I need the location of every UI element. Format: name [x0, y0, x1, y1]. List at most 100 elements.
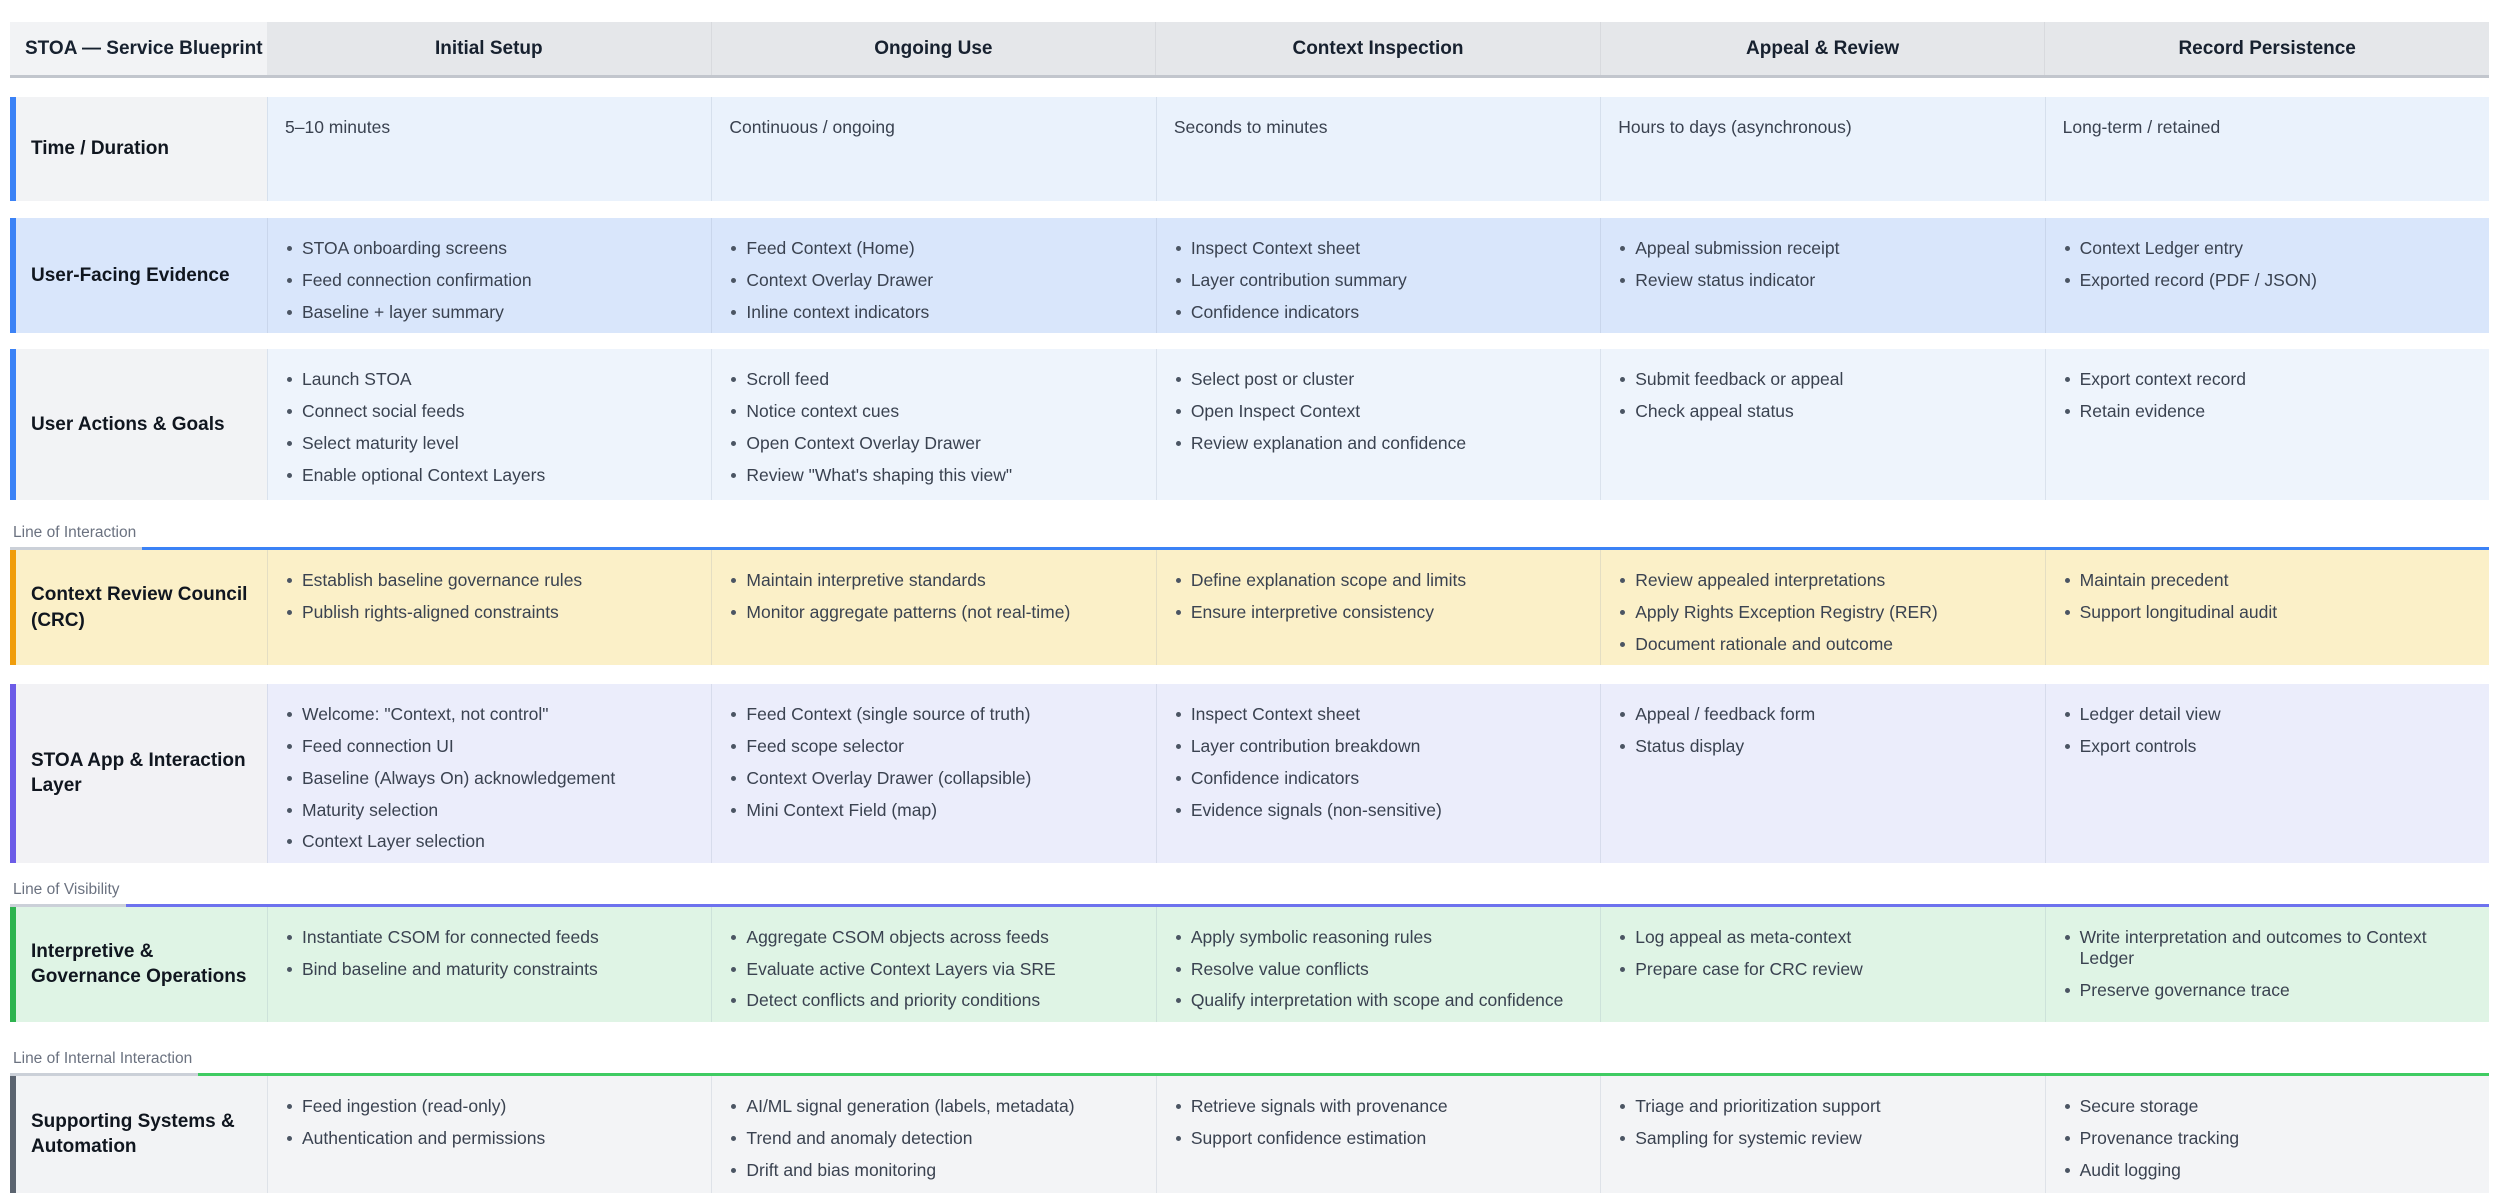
- bullet-list: Ledger detail view Export controls: [2063, 704, 2475, 757]
- row-label-stoa-app-interaction-layer: STOA App & Interaction Layer: [10, 684, 267, 863]
- row-time-duration: Time / Duration 5–10 minutes Continuous / …: [10, 97, 2490, 201]
- bullet-item: Notice context cues: [729, 401, 1141, 422]
- bullet-item: Log appeal as meta-context: [1618, 927, 2030, 948]
- bullet-item: Mini Context Field (map): [729, 800, 1141, 821]
- cell-user-actions-goals-initial-setup: Launch STOA Connect social feeds Select ma…: [267, 349, 712, 501]
- bullet-item: Review explanation and confidence: [1174, 433, 1586, 454]
- bullet-item: Feed Context (Home): [729, 238, 1141, 259]
- line-of-visibility: Line of Visibility: [10, 863, 2489, 907]
- bullet-item: Feed scope selector: [729, 736, 1141, 757]
- bullet-item: Layer contribution summary: [1174, 270, 1586, 291]
- cell-context-review-council-initial-setup: Establish baseline governance rules Publi…: [267, 550, 712, 666]
- bullet-item: Connect social feeds: [285, 401, 697, 422]
- bullet-item: Context Layer selection: [285, 831, 697, 852]
- bullet-item: Feed connection UI: [285, 736, 697, 757]
- line-of-interaction-label: Line of Interaction: [10, 524, 143, 551]
- bullet-item: Status display: [1618, 736, 2030, 757]
- bullet-item: Establish baseline governance rules: [285, 570, 697, 591]
- bullet-item: Apply symbolic reasoning rules: [1174, 927, 1586, 948]
- bullet-list: Feed Context (Home) Context Overlay Drawe…: [729, 238, 1141, 323]
- bullet-item: Review "What's shaping this view": [729, 465, 1141, 486]
- cell-user-actions-goals-context-inspection: Select post or cluster Open Inspect Conte…: [1155, 349, 1601, 501]
- bullet-item: Audit logging: [2063, 1160, 2475, 1181]
- bullet-item: Authentication and permissions: [285, 1128, 697, 1149]
- cell-interpretive-governance-operations-ongoing-use: Aggregate CSOM objects across feeds Evalu…: [711, 906, 1156, 1022]
- service-blueprint-table: STOA — Service Blueprint Initial Setup O…: [10, 22, 2490, 1193]
- row-label-supporting-systems-automation: Supporting Systems & Automation: [10, 1075, 267, 1193]
- line-of-visibility-label: Line of Visibility: [10, 881, 126, 907]
- blueprint-header-row: STOA — Service Blueprint Initial Setup O…: [10, 22, 2489, 78]
- bullet-item: Document rationale and outcome: [1618, 634, 2030, 655]
- bullet-item: Review appealed interpretations: [1618, 570, 2030, 591]
- bullet-item: Confidence indicators: [1174, 768, 1586, 789]
- cell-user-facing-evidence-appeal-review: Appeal submission receipt Review status i…: [1600, 218, 2045, 334]
- bullet-item: Drift and bias monitoring: [729, 1160, 1141, 1181]
- bullet-item: Secure storage: [2063, 1096, 2475, 1117]
- column-header-initial-setup: Initial Setup: [267, 22, 711, 75]
- cell-supporting-systems-automation-context-inspection: Retrieve signals with provenance Support …: [1155, 1075, 1601, 1193]
- bullet-item: Write interpretation and outcomes to Con…: [2063, 927, 2475, 970]
- bullet-item: Launch STOA: [285, 369, 697, 390]
- cell-supporting-systems-automation-ongoing-use: AI/ML signal generation (labels, metadat…: [711, 1075, 1156, 1193]
- cell-time-duration-initial-setup: 5–10 minutes: [267, 97, 712, 201]
- bullet-item: Provenance tracking: [2063, 1128, 2475, 1149]
- bullet-item: Maintain interpretive standards: [729, 570, 1141, 591]
- bullet-item: Feed ingestion (read-only): [285, 1096, 697, 1117]
- bullet-item: Review status indicator: [1618, 270, 2030, 291]
- bullet-item: Confidence indicators: [1174, 302, 1586, 323]
- row-context-review-council: Context Review Council (CRC) Establish ba…: [10, 550, 2490, 666]
- cell-supporting-systems-automation-record-persistence: Secure storage Provenance tracking Audit l…: [2044, 1075, 2490, 1193]
- bullet-item: Retain evidence: [2063, 401, 2475, 422]
- cell-interpretive-governance-operations-record-persistence: Write interpretation and outcomes to Con…: [2044, 906, 2490, 1022]
- bullet-list: Feed Context (single source of truth) Fee…: [729, 704, 1141, 821]
- bullet-item: Resolve value conflicts: [1174, 959, 1586, 980]
- bullet-list: Log appeal as meta-context Prepare case f…: [1618, 927, 2030, 980]
- bullet-list: Select post or cluster Open Inspect Conte…: [1174, 369, 1586, 454]
- bullet-item: Preserve governance trace: [2063, 980, 2475, 1001]
- row-label-time-duration: Time / Duration: [10, 97, 267, 201]
- cell-stoa-app-interaction-layer-appeal-review: Appeal / feedback form Status display: [1600, 684, 2045, 863]
- bullet-item: Bind baseline and maturity constraints: [285, 959, 697, 980]
- bullet-list: Retrieve signals with provenance Support …: [1174, 1096, 1586, 1149]
- bullet-item: Maturity selection: [285, 800, 697, 821]
- bullet-item: Trend and anomaly detection: [729, 1128, 1141, 1149]
- bullet-item: Open Context Overlay Drawer: [729, 433, 1141, 454]
- blueprint-body: Time / Duration 5–10 minutes Continuous / …: [10, 97, 2490, 1193]
- line-of-interaction-rule: [142, 547, 2489, 551]
- cell-user-facing-evidence-record-persistence: Context Ledger entry Exported record (PDF…: [2044, 218, 2490, 334]
- bullet-list: Welcome: "Context, not control" Feed conn…: [285, 704, 697, 853]
- bullet-item: STOA onboarding screens: [285, 238, 697, 259]
- bullet-list: Aggregate CSOM objects across feeds Evalu…: [729, 927, 1141, 1012]
- row-label-user-actions-goals: User Actions & Goals: [10, 349, 267, 501]
- bullet-item: Context Overlay Drawer (collapsible): [729, 768, 1141, 789]
- cell-context-review-council-appeal-review: Review appealed interpretations Apply Rig…: [1600, 550, 2045, 666]
- cell-stoa-app-interaction-layer-context-inspection: Inspect Context sheet Layer contribution …: [1155, 684, 1601, 863]
- row-user-actions-goals: User Actions & Goals Launch STOA Connect s…: [10, 349, 2490, 501]
- bullet-list: Review appealed interpretations Apply Rig…: [1618, 570, 2030, 655]
- bullet-item: Evaluate active Context Layers via SRE: [729, 959, 1141, 980]
- column-header-ongoing-use: Ongoing Use: [710, 22, 1156, 75]
- bullet-item: AI/ML signal generation (labels, metadat…: [729, 1096, 1141, 1117]
- bullet-list: Launch STOA Connect social feeds Select ma…: [285, 369, 697, 486]
- row-supporting-systems-automation: Supporting Systems & Automation Feed inge…: [10, 1075, 2490, 1193]
- column-header-record-persistence: Record Persistence: [2044, 22, 2489, 75]
- bullet-item: Open Inspect Context: [1174, 401, 1586, 422]
- line-of-interaction: Line of Interaction: [10, 500, 2489, 551]
- bullet-item: Baseline (Always On) acknowledgement: [285, 768, 697, 789]
- bullet-item: Inspect Context sheet: [1174, 704, 1586, 725]
- cell-context-review-council-ongoing-use: Maintain interpretive standards Monitor a…: [711, 550, 1156, 666]
- bullet-item: Inspect Context sheet: [1174, 238, 1586, 259]
- bullet-list: Submit feedback or appeal Check appeal st…: [1618, 369, 2030, 422]
- bullet-list: Establish baseline governance rules Publi…: [285, 570, 697, 623]
- bullet-item: Appeal submission receipt: [1618, 238, 2030, 259]
- bullet-item: Define explanation scope and limits: [1174, 570, 1586, 591]
- bullet-item: Instantiate CSOM for connected feeds: [285, 927, 697, 948]
- bullet-item: Appeal / feedback form: [1618, 704, 2030, 725]
- bullet-item: Publish rights-aligned constraints: [285, 602, 697, 623]
- bullet-item: Inline context indicators: [729, 302, 1141, 323]
- row-stoa-app-interaction-layer: STOA App & Interaction Layer Welcome: "Co…: [10, 684, 2490, 863]
- bullet-list: Instantiate CSOM for connected feeds Bind…: [285, 927, 697, 980]
- bullet-item: Exported record (PDF / JSON): [2063, 270, 2475, 291]
- line-of-internal-interaction-label: Line of Internal Interaction: [10, 1050, 199, 1076]
- row-user-facing-evidence: User-Facing Evidence STOA onboarding scre…: [10, 218, 2490, 334]
